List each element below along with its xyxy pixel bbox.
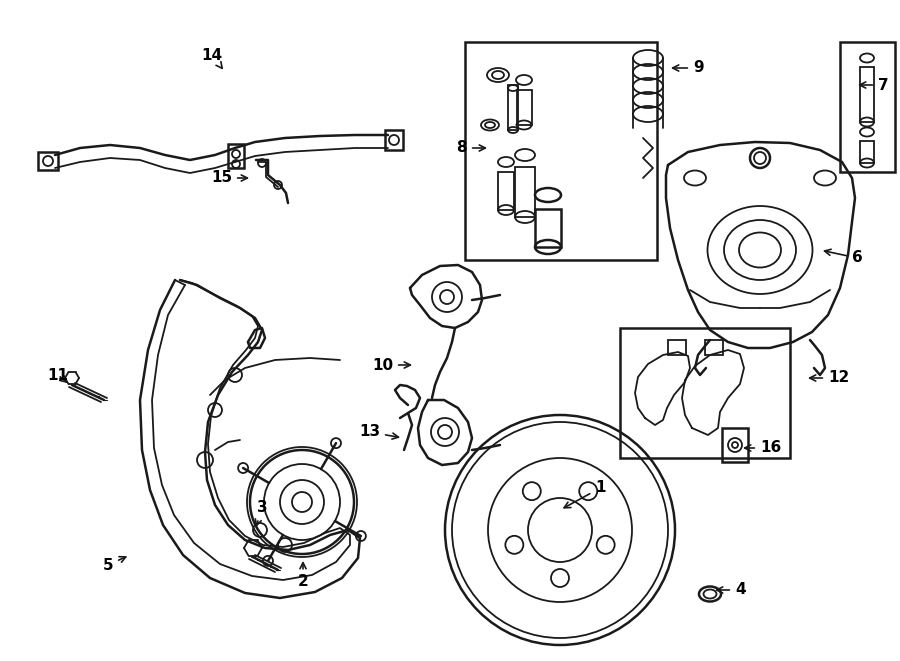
Text: 15: 15: [211, 171, 248, 186]
Text: 4: 4: [716, 582, 745, 598]
Bar: [620, 328, 790, 458]
Bar: [515, 167, 535, 217]
Bar: [860, 141, 874, 163]
Text: 8: 8: [456, 141, 485, 155]
Bar: [517, 90, 532, 125]
Text: 2: 2: [298, 563, 309, 590]
Text: 11: 11: [48, 368, 68, 383]
Bar: [385, 130, 403, 150]
Text: 9: 9: [672, 61, 704, 75]
Text: 16: 16: [744, 440, 781, 455]
Text: 5: 5: [103, 557, 126, 572]
Text: 10: 10: [372, 358, 410, 373]
Bar: [535, 209, 561, 247]
Text: 6: 6: [824, 249, 863, 266]
Text: 7: 7: [860, 77, 888, 93]
Bar: [465, 42, 657, 260]
Text: 3: 3: [256, 500, 267, 525]
Bar: [38, 152, 58, 170]
Bar: [840, 42, 895, 172]
Bar: [228, 144, 244, 168]
Bar: [668, 340, 686, 355]
Text: 14: 14: [202, 48, 222, 68]
Bar: [705, 340, 723, 355]
Text: 12: 12: [810, 371, 850, 385]
Text: 1: 1: [564, 481, 606, 508]
Text: 13: 13: [359, 424, 399, 440]
Bar: [498, 172, 514, 210]
Bar: [508, 85, 518, 130]
Bar: [722, 428, 748, 462]
Bar: [860, 67, 874, 122]
